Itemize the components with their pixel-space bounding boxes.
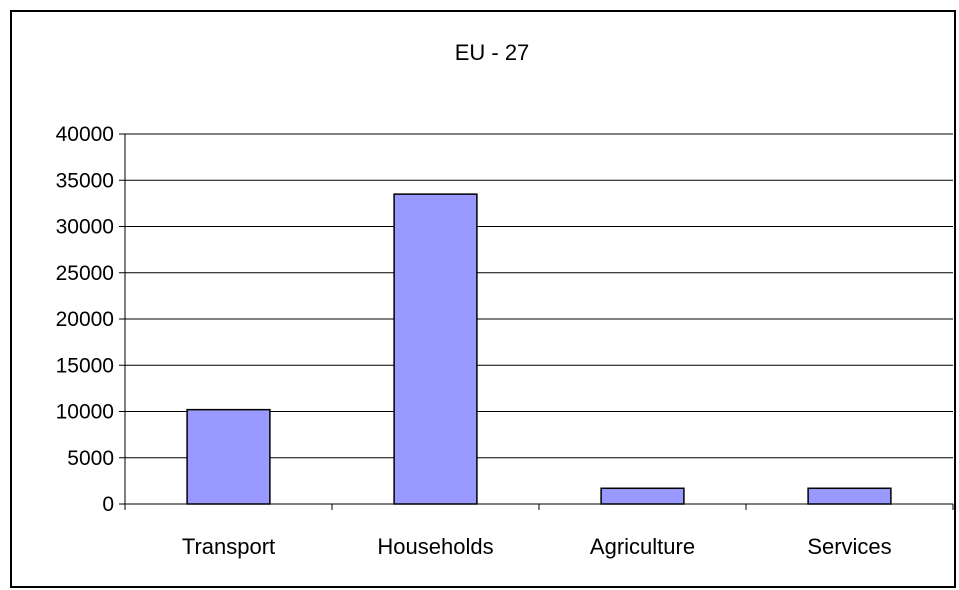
bar-agriculture — [600, 487, 685, 505]
y-tick-label: 20000 — [56, 308, 114, 331]
y-tick-label: 25000 — [56, 262, 114, 285]
bar-transport — [186, 408, 271, 505]
y-axis-ticks: 0 5000 10000 15000 20000 25000 30000 35000 40000 — [56, 123, 125, 516]
y-tick-label: 0 — [102, 493, 114, 516]
y-tick-label: 40000 — [56, 123, 114, 146]
x-tick-label: Services — [807, 534, 891, 559]
y-tick-label: 30000 — [56, 216, 114, 239]
y-tick-label: 35000 — [56, 169, 114, 192]
chart-frame — [10, 10, 956, 588]
x-tick-label: Households — [377, 534, 493, 559]
y-tick-label: 15000 — [56, 354, 114, 377]
bars — [186, 193, 892, 505]
x-axis-ticks: Transport Households Agriculture Services — [124, 504, 954, 559]
x-tick-label: Transport — [182, 534, 275, 559]
y-tick-label: 5000 — [67, 447, 114, 470]
bar-households — [393, 193, 478, 505]
bar-services — [807, 487, 892, 505]
y-tick-label: 10000 — [56, 401, 114, 424]
chart-title: EU - 27 — [455, 40, 530, 65]
x-tick-label: Agriculture — [590, 534, 695, 559]
